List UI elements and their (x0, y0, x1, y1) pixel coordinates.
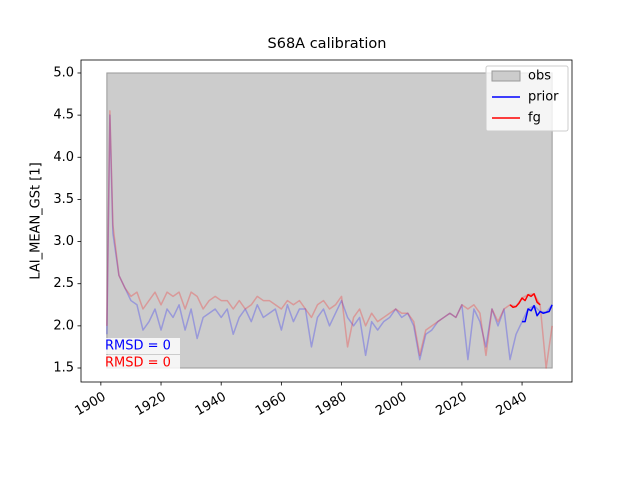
y-tick-label: 3.5 (53, 192, 74, 207)
legend-label: prior (528, 90, 559, 105)
annotation: RMSD = 0 (105, 339, 171, 354)
legend-label: fg (528, 111, 541, 126)
annotation-box (102, 338, 180, 354)
series-line (106, 110, 553, 369)
y-tick-label: 4.5 (53, 108, 74, 123)
y-tick-label: 4.0 (53, 150, 74, 165)
series-line (522, 304, 553, 323)
plot-frame (80, 59, 573, 383)
series-line (509, 293, 541, 309)
annotation-box (102, 355, 180, 371)
annotation: RMSD = 0 (105, 356, 171, 371)
y-axis-label: LAI_MEAN_GSt [1] (29, 162, 44, 279)
obs-band (106, 72, 553, 369)
legend-label: obs (528, 69, 551, 84)
y-tick-label: 1.5 (53, 361, 74, 376)
y-tick-label: 2.5 (53, 276, 74, 291)
series-line (106, 114, 553, 361)
y-tick-label: 5.0 (53, 65, 74, 80)
chart-title: S68A calibration (268, 36, 387, 52)
legend-swatch (491, 70, 521, 82)
y-tick-label: 2.0 (53, 318, 74, 333)
y-tick-label: 3.0 (53, 234, 74, 249)
legend-box (485, 65, 569, 132)
